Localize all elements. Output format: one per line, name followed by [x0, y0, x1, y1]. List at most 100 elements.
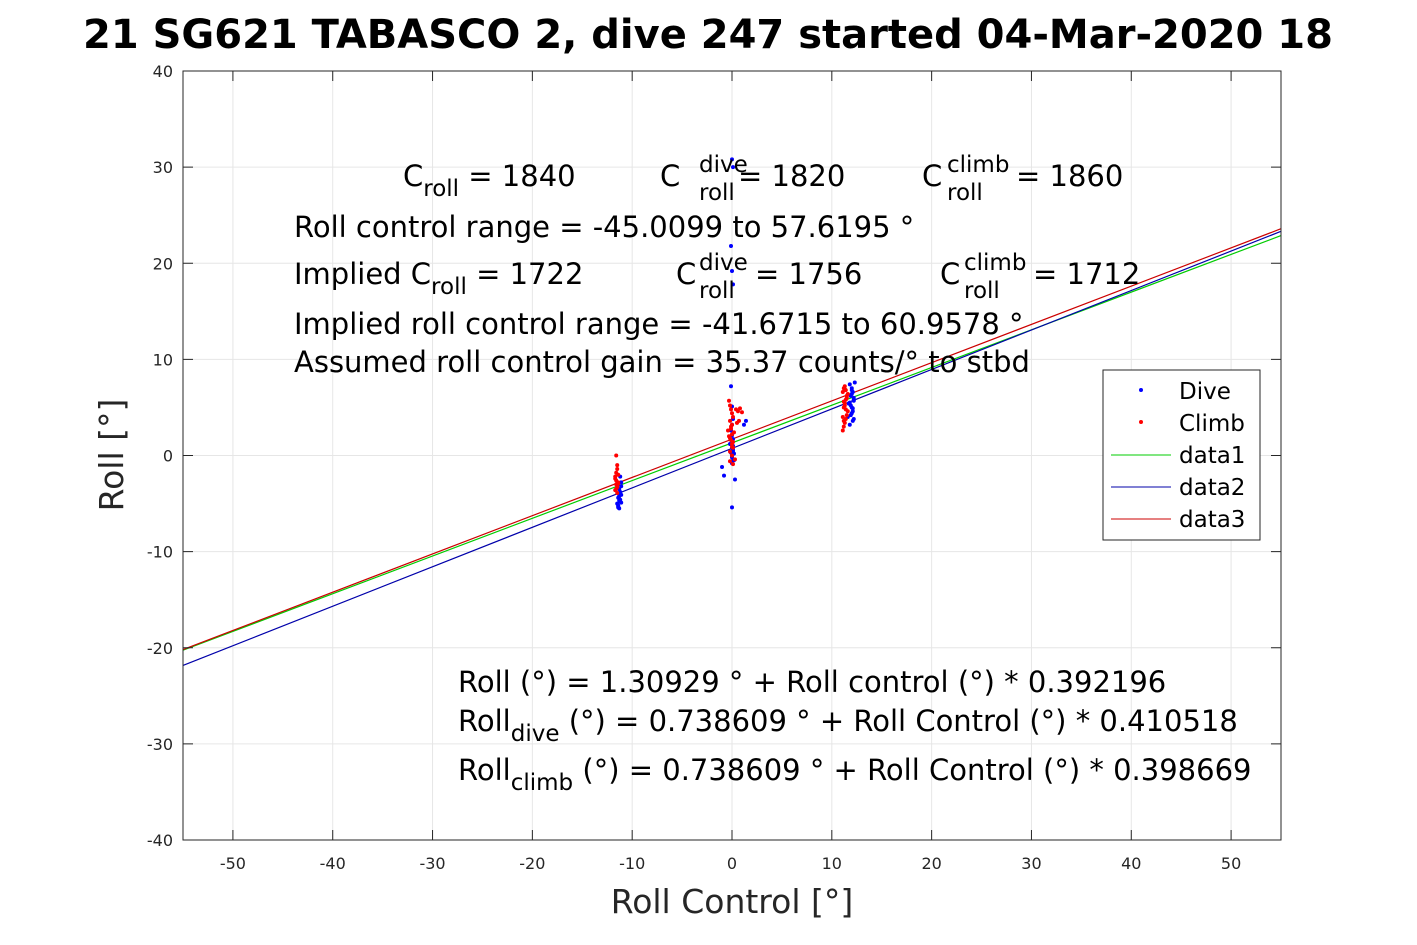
annotation-roll-control-range: Roll control range = -45.0099 to 57.6195… [294, 210, 914, 244]
point-climb [844, 395, 849, 400]
point-climb [615, 490, 620, 495]
point-dive [729, 243, 734, 248]
point-dive [617, 506, 622, 511]
point-climb [726, 428, 731, 433]
point-climb [728, 403, 733, 408]
point-dive [743, 418, 748, 423]
legend-label-data2: data2 [1179, 475, 1245, 501]
annotation-implied-c-dive: C [676, 257, 696, 291]
point-climb [845, 391, 850, 396]
point-climb [841, 424, 846, 429]
point-climb [842, 387, 847, 392]
point-dive [847, 382, 852, 387]
point-climb [730, 432, 734, 437]
point-climb [615, 463, 620, 468]
y-tick-label: 0 [163, 447, 173, 466]
y-tick-label: -40 [147, 831, 173, 850]
point-dive [847, 422, 852, 427]
point-dive [619, 484, 624, 489]
x-tick-label: 40 [1121, 854, 1141, 873]
y-tick-label: -20 [147, 639, 173, 658]
x-tick-label: -40 [320, 854, 346, 873]
y-tick-label: 20 [153, 254, 173, 273]
point-dive [730, 282, 735, 287]
point-dive [848, 403, 853, 408]
annotation-c-roll-climb-sub: roll [947, 180, 983, 206]
annotation-gain: Assumed roll control gain = 35.37 counts… [294, 345, 1030, 379]
x-tick-label: -10 [619, 854, 645, 873]
point-dive [730, 505, 734, 510]
legend-marker-dive [1139, 388, 1143, 392]
y-tick-label: -10 [147, 543, 173, 562]
annotation-c-roll-climb-sup: climb [947, 152, 1009, 178]
point-dive [730, 268, 734, 273]
annotation-implied-c-climb-value: = 1712 [1033, 257, 1140, 291]
point-climb [840, 428, 845, 433]
point-dive [849, 411, 854, 416]
x-tick-label: 0 [727, 854, 737, 873]
point-climb [728, 436, 733, 441]
data-points [613, 157, 857, 511]
point-climb [735, 409, 740, 414]
point-climb [614, 487, 619, 492]
point-dive [730, 165, 735, 170]
point-climb [844, 413, 849, 418]
point-climb [843, 407, 848, 412]
x-tick-label: 10 [822, 854, 842, 873]
point-climb [736, 418, 741, 423]
point-climb [732, 457, 737, 462]
point-dive [851, 398, 856, 403]
point-dive [732, 477, 737, 482]
point-dive [850, 418, 855, 423]
point-climb [730, 453, 734, 458]
y-tick-label: 40 [153, 62, 173, 81]
annotation-fit-dive: Rolldive (°) = 0.738609 ° + Roll Control… [458, 704, 1238, 747]
y-tick-label: -30 [147, 735, 173, 754]
y-tick-label: 30 [153, 158, 173, 177]
legend-marker-climb [1139, 420, 1143, 424]
point-climb [614, 453, 619, 458]
annotation-c-roll-dive: C [660, 159, 680, 193]
x-tick-label: 50 [1221, 854, 1241, 873]
legend: Dive Climb data1 data2 data3 [1102, 369, 1261, 541]
point-climb [728, 459, 733, 464]
point-climb [729, 424, 734, 429]
x-tick-label: 20 [921, 854, 941, 873]
chart-title: 21 SG621 TABASCO 2, dive 247 started 04-… [83, 12, 1333, 58]
ticks [183, 70, 1281, 841]
point-climb [737, 406, 742, 411]
x-tick-label: 30 [1021, 854, 1041, 873]
point-climb [727, 398, 732, 403]
annotation-fit-climb: Rollclimb (°) = 0.738609 ° + Roll Contro… [458, 753, 1251, 796]
point-dive [849, 388, 854, 393]
point-dive [616, 495, 621, 500]
annotation-implied-c-climb-sub: roll [964, 278, 1000, 304]
legend-label-climb: Climb [1179, 411, 1245, 437]
point-climb [739, 410, 744, 415]
x-tick-label: -30 [419, 854, 445, 873]
annotation-implied-range: Implied roll control range = -41.6715 to… [294, 307, 1024, 341]
point-dive [720, 465, 725, 470]
annotation-implied-c-dive-sub: roll [699, 278, 735, 304]
annotation-c-roll: Croll = 1840 [403, 159, 576, 202]
point-climb [730, 415, 735, 420]
point-climb [730, 444, 734, 449]
point-climb [840, 390, 845, 395]
point-dive [730, 157, 734, 162]
x-tick-label: -20 [519, 854, 545, 873]
annotation-fit-roll: Roll (°) = 1.30929 ° + Roll control (°) … [458, 665, 1166, 699]
annotation-c-roll-climb: C [922, 159, 942, 193]
point-climb [842, 403, 847, 408]
annotation-implied-c-dive-sup: dive [699, 250, 748, 276]
annotation-implied-c-climb: C [940, 257, 960, 291]
legend-label-data3: data3 [1179, 507, 1245, 533]
annotation-implied-c-climb-sup: climb [964, 250, 1026, 276]
annotation-implied-c-dive-value: = 1756 [755, 257, 862, 291]
point-climb [840, 415, 845, 420]
x-axis-label: Roll Control [°] [611, 882, 854, 921]
point-climb [842, 384, 847, 389]
point-dive [729, 384, 734, 389]
point-climb [730, 462, 735, 467]
annotation-c-roll-dive-sub: roll [699, 180, 735, 206]
